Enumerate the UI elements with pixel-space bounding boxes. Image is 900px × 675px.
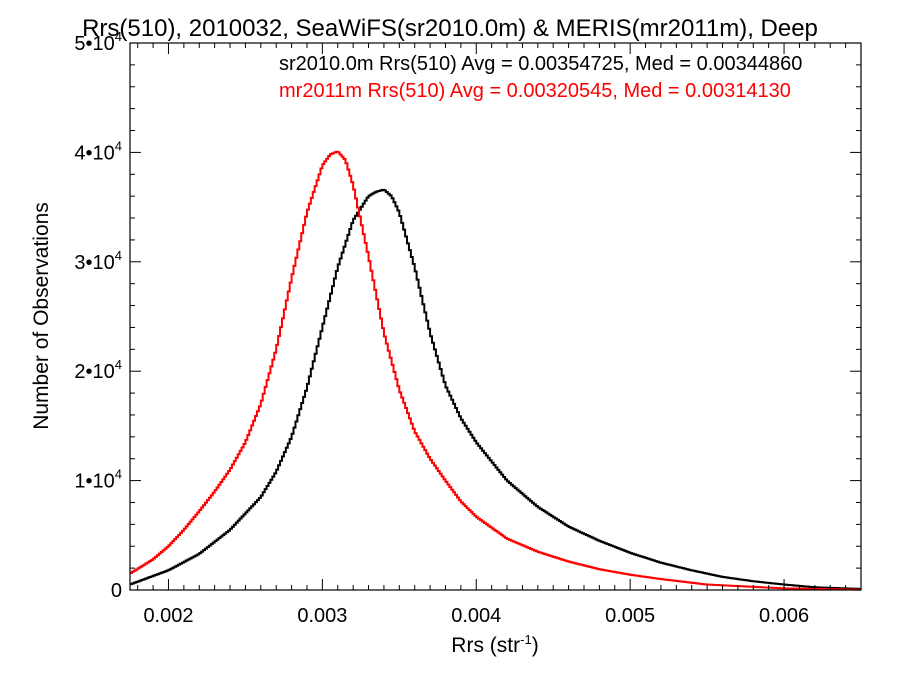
legend-entry-mr2011: mr2011m Rrs(510) Avg = 0.00320545, Med =… (279, 80, 791, 102)
series-layer (130, 150, 861, 591)
x-tick-label-1: 0.003 (297, 605, 347, 627)
plot-frame (129, 42, 862, 591)
x-axis-label-base: Rrs (str (451, 634, 520, 657)
y-tick-label-5: 5•104 (74, 29, 122, 55)
x-tick-label-2: 0.004 (451, 605, 501, 627)
series-line-mr2011m (130, 150, 861, 591)
y-tick-label-0: 0 (111, 580, 122, 602)
legend-entry-sr2010: sr2010.0m Rrs(510) Avg = 0.00354725, Med… (279, 53, 802, 75)
y-tick-label-3: 3•104 (74, 248, 122, 274)
y-tick-label-2: 2•104 (74, 357, 122, 383)
y-tick-label-4: 4•104 (74, 138, 122, 164)
y-axis-label: Number of Observations (30, 202, 53, 430)
x-tick-label-3: 0.005 (605, 605, 655, 627)
y-tick-label-1: 1•104 (74, 467, 122, 493)
ticks-layer: 0.002 0.003 0.004 0.005 0.006 0 1•104 2•104 3•10… (74, 29, 861, 627)
chart-title: Rrs(510), 2010032, SeaWiFS(sr2010.0m) & … (82, 15, 818, 42)
x-axis-label-close: ) (532, 634, 539, 657)
x-axis-label: Rrs (str-1) (451, 632, 538, 657)
x-axis-label-superscript: -1 (520, 632, 532, 647)
series-line-sr2010-0m (130, 188, 861, 590)
x-tick-label-4: 0.006 (759, 605, 809, 627)
x-tick-label-0: 0.002 (143, 605, 193, 627)
